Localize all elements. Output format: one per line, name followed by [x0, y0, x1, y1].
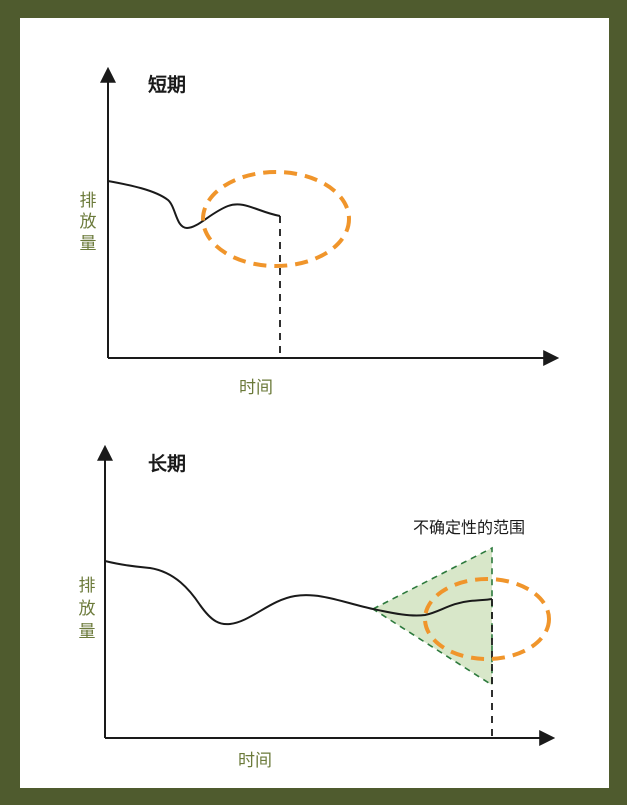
short-x-label: 时间 [239, 378, 273, 398]
long-term-chart: 长期 排 放 量 时间 不确定性的范围 [79, 444, 556, 771]
uncertainty-range-label: 不确定性的范围 [413, 518, 525, 537]
long-term-title: 长期 [148, 453, 186, 475]
diagram-panel [20, 18, 609, 788]
short-y-label-2: 放 [80, 212, 97, 232]
short-y-label-1: 排 [80, 191, 97, 211]
long-y-label-3: 量 [79, 622, 96, 642]
short-term-title: 短期 [148, 73, 186, 96]
uncertainty-range-triangle [371, 546, 493, 687]
long-focus-ellipse [423, 577, 551, 661]
short-focus-ellipse [201, 170, 351, 268]
short-emission-curve [107, 180, 281, 230]
long-emission-curve [104, 560, 493, 626]
long-x-label: 时间 [238, 751, 272, 771]
short-term-chart: 短期 排 放 量 时间 [80, 66, 560, 398]
short-y-label-3: 量 [80, 234, 97, 254]
long-y-label-1: 排 [79, 576, 96, 596]
long-y-label-2: 放 [79, 599, 96, 619]
